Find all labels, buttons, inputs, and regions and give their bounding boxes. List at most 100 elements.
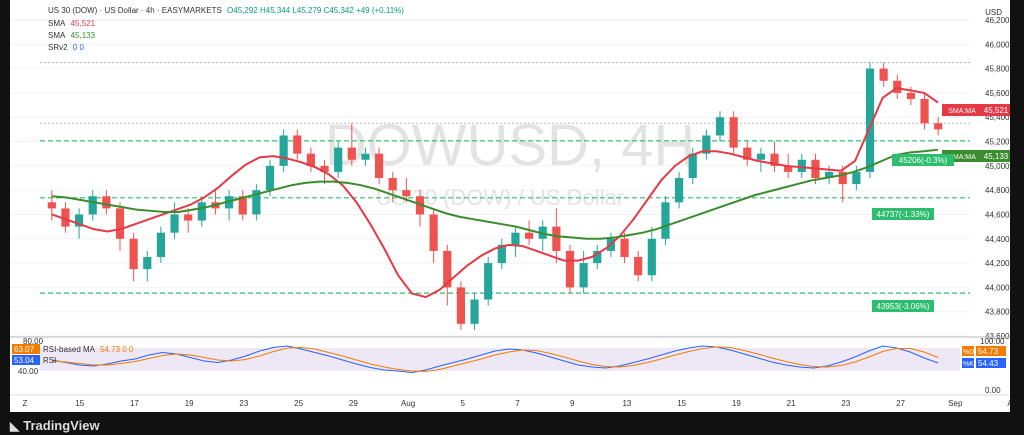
candle-body (88, 196, 97, 215)
candle-body (825, 171, 834, 178)
legend-sma2-row[interactable]: SMA 45,133 (48, 31, 98, 40)
ohlc-label: O45,292 H45,344 L45,279 C45,342 +49 (+0.… (227, 6, 404, 15)
candle-body (334, 147, 343, 172)
candle-body (61, 208, 70, 227)
candle-body (75, 214, 84, 227)
price-tick-label: 43,800 (985, 308, 1010, 317)
price-tick-label: 45,200 (985, 138, 1010, 147)
legend-sma1-row[interactable]: SMA 45,521 (48, 19, 98, 28)
tradingview-logo[interactable]: ◣ TradingView (10, 418, 100, 433)
candle-body (115, 208, 125, 239)
stoch-labels: 80.00 63.07 53.04 40.00 RSI-based MA RSI… (12, 337, 1006, 395)
candle-body (184, 214, 193, 221)
candle-body (238, 196, 247, 215)
stoch-left-val1-bg (12, 344, 40, 354)
time-axis[interactable]: Z 15 17 19 23 25 29 Aug 5 7 9 13 15 19 21 23 27 Sep A (10, 394, 1013, 408)
stoch-d-val-bg (976, 346, 1006, 356)
price-tick-label: 44,800 (985, 186, 1010, 195)
candle-body (497, 244, 506, 264)
sma1-label: SMA (48, 19, 66, 28)
stoch-k-val-bg (976, 358, 1006, 368)
candle-body (756, 153, 765, 160)
symbol-label: US 30 (DOW) · US Dollar · 4h · EASYMARKE… (48, 6, 222, 15)
time-tick-label: 17 (130, 399, 139, 408)
price-chart[interactable]: DOWUSD, 4H US 30 (DOW) / US Dollar 46,20… (10, 0, 1013, 412)
sma2-label: SMA (48, 31, 66, 40)
currency-label: USD (985, 8, 1002, 17)
price-tick-label: 45,800 (985, 65, 1010, 74)
stoch-axis-top: 80.00 (23, 337, 44, 346)
stoch-left-trail: 54.73 0 0 (100, 345, 134, 354)
candle-body (797, 159, 806, 172)
stoch-band (40, 348, 960, 371)
price-tick-label: 44,000 (985, 283, 1010, 292)
candle-body (361, 153, 370, 160)
candle-body (156, 232, 165, 257)
level2-label-bg (872, 208, 934, 220)
time-tick-label: 15 (75, 399, 84, 408)
time-tick-label: 7 (515, 399, 520, 408)
stoch-k-tag-bg (962, 358, 974, 368)
legend-srv-row[interactable]: SRv2 0 0 (48, 43, 87, 52)
candle-body (661, 202, 670, 239)
level1-label-bg (892, 154, 954, 166)
time-tick-label: 9 (570, 399, 575, 408)
stoch-d-tag-bg (962, 346, 974, 356)
price-axis[interactable]: 46,200 46,000 45,800 45,600 45,400 45,200 45,0… (985, 16, 1010, 341)
candle-body (47, 202, 56, 209)
stoch-left-val1: 63.07 (14, 345, 35, 354)
candle-body (743, 147, 752, 160)
brand-label: TradingView (23, 418, 100, 433)
candle-body (470, 299, 479, 324)
time-tick-label: A (1007, 399, 1010, 408)
candle-body (702, 135, 711, 154)
sma-slow-price-bg (982, 150, 1010, 162)
time-tick-label: Aug (401, 399, 415, 408)
grid (10, 19, 970, 337)
stoch-rsi-ma-label: RSI-based MA (43, 345, 96, 354)
stoch-d-val: 54.73 (978, 347, 999, 356)
price-tick-label: 44,400 (985, 235, 1010, 244)
stoch-left-val2-bg (12, 355, 40, 365)
stoch-right-axis-bottom: 0.00 (985, 386, 1001, 395)
stoch-d-line (51, 346, 939, 373)
sma-fast-price-bg (982, 104, 1010, 116)
time-tick-label: 19 (185, 399, 194, 408)
moving-averages (51, 87, 939, 299)
time-tick-label: 23 (239, 399, 248, 408)
candle-body (865, 68, 875, 172)
candle-body (784, 165, 793, 172)
candle-body (838, 171, 847, 185)
price-tick-label: 45,600 (985, 89, 1010, 98)
candle-body (552, 226, 561, 251)
candle-body (129, 238, 138, 270)
candle-body (934, 123, 943, 130)
candle-body (293, 135, 302, 154)
candle-body (525, 232, 534, 239)
price-tick-label: 44,200 (985, 259, 1010, 268)
chart-panel: DOWUSD, 4H US 30 (DOW) / US Dollar 46,20… (10, 0, 1013, 412)
candle-body (429, 214, 438, 251)
candle-body (375, 153, 384, 178)
candle-body (579, 263, 588, 288)
stoch-rsi-label: RSI (43, 356, 56, 365)
candle-body (252, 190, 261, 215)
candle-body (647, 238, 656, 276)
candle-body (170, 214, 179, 233)
time-tick-label: 19 (732, 399, 741, 408)
price-tick-label: 45,400 (985, 113, 1010, 122)
candle-body (388, 178, 397, 191)
price-tick-label: 46,000 (985, 40, 1010, 49)
sma-fast-price: 45,521 (984, 106, 1009, 115)
candles (47, 62, 943, 330)
sma-slow-price: 45,133 (984, 152, 1009, 161)
price-tick-label: 45,000 (985, 162, 1010, 171)
stochastic-pane[interactable] (10, 336, 1010, 374)
candle-body (893, 80, 902, 93)
candle-body (675, 178, 684, 203)
time-tick-label: 29 (349, 399, 358, 408)
level3-label-bg (872, 300, 934, 312)
candle-body (306, 153, 315, 166)
stoch-k-line (51, 345, 939, 374)
time-tick-label: Sep (948, 399, 963, 408)
